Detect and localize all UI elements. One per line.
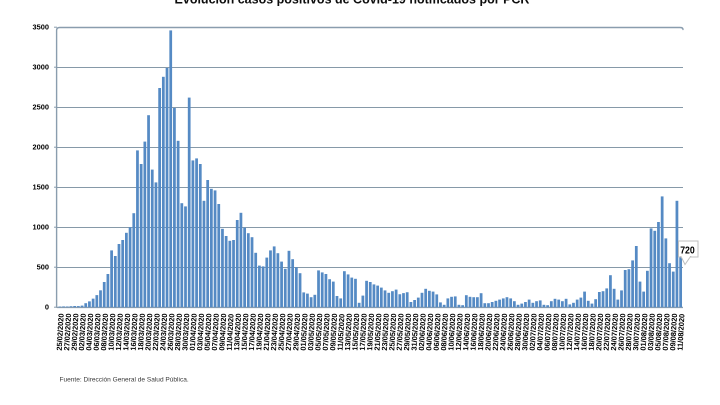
svg-text:2500: 2500 — [33, 103, 49, 112]
svg-text:27/04/2020: 27/04/2020 — [284, 313, 295, 351]
svg-text:16/07/2020: 16/07/2020 — [579, 313, 590, 351]
svg-text:05/08/2020: 05/08/2020 — [653, 313, 664, 351]
svg-text:23/05/2020: 23/05/2020 — [380, 313, 391, 351]
svg-text:01/05/2020: 01/05/2020 — [299, 313, 310, 351]
svg-text:24/07/2020: 24/07/2020 — [609, 313, 620, 351]
svg-text:0: 0 — [45, 303, 49, 312]
svg-text:01/08/2020: 01/08/2020 — [639, 313, 650, 351]
svg-text:28/03/2020: 28/03/2020 — [173, 313, 184, 351]
svg-text:18/03/2020: 18/03/2020 — [136, 313, 147, 351]
svg-text:27/02/2020: 27/02/2020 — [62, 313, 73, 351]
svg-text:29/05/2020: 29/05/2020 — [402, 313, 413, 351]
svg-text:02/03/2020: 02/03/2020 — [77, 313, 88, 351]
svg-text:19/04/2020: 19/04/2020 — [254, 313, 265, 351]
svg-text:20/07/2020: 20/07/2020 — [594, 313, 605, 351]
svg-text:03/04/2020: 03/04/2020 — [195, 313, 206, 351]
svg-text:27/05/2020: 27/05/2020 — [395, 313, 406, 351]
svg-text:09/08/2020: 09/08/2020 — [668, 313, 679, 351]
svg-text:26/07/2020: 26/07/2020 — [616, 313, 627, 351]
svg-text:29/04/2020: 29/04/2020 — [291, 313, 302, 351]
svg-text:29/02/2020: 29/02/2020 — [70, 313, 81, 351]
svg-text:Evolución casos positivos de C: Evolución casos positivos de Covid-19 no… — [175, 0, 530, 7]
svg-text:1500: 1500 — [33, 183, 49, 192]
svg-text:20/06/2020: 20/06/2020 — [483, 313, 494, 351]
svg-text:720: 720 — [680, 245, 695, 256]
svg-text:10/07/2020: 10/07/2020 — [557, 313, 568, 351]
svg-text:02/07/2020: 02/07/2020 — [528, 313, 539, 351]
svg-text:26/03/2020: 26/03/2020 — [166, 313, 177, 351]
svg-text:3000: 3000 — [33, 63, 49, 72]
svg-text:02/06/2020: 02/06/2020 — [417, 313, 428, 351]
svg-text:16/03/2020: 16/03/2020 — [129, 313, 140, 351]
svg-text:30/03/2020: 30/03/2020 — [180, 313, 191, 351]
svg-text:06/07/2020: 06/07/2020 — [542, 313, 553, 351]
svg-text:08/06/2020: 08/06/2020 — [439, 313, 450, 351]
svg-text:22/07/2020: 22/07/2020 — [602, 313, 613, 351]
svg-text:05/05/2020: 05/05/2020 — [313, 313, 324, 351]
svg-text:31/05/2020: 31/05/2020 — [409, 313, 420, 351]
svg-text:06/03/2020: 06/03/2020 — [92, 313, 103, 351]
svg-text:500: 500 — [37, 263, 49, 272]
svg-text:24/06/2020: 24/06/2020 — [498, 313, 509, 351]
svg-text:15/05/2020: 15/05/2020 — [350, 313, 361, 351]
svg-text:07/04/2020: 07/04/2020 — [210, 313, 221, 351]
svg-text:06/06/2020: 06/06/2020 — [432, 313, 443, 351]
svg-text:13/05/2020: 13/05/2020 — [343, 313, 354, 351]
svg-text:14/06/2020: 14/06/2020 — [461, 313, 472, 351]
svg-text:13/04/2020: 13/04/2020 — [232, 313, 243, 351]
svg-text:20/03/2020: 20/03/2020 — [143, 313, 154, 351]
svg-text:30/07/2020: 30/07/2020 — [631, 313, 642, 351]
svg-text:21/04/2020: 21/04/2020 — [262, 313, 273, 351]
svg-text:Fuente: Dirección General de S: Fuente: Dirección General de Salud Públi… — [60, 377, 189, 384]
svg-text:12/06/2020: 12/06/2020 — [454, 313, 465, 351]
svg-text:25/04/2020: 25/04/2020 — [276, 313, 287, 351]
svg-text:04/03/2020: 04/03/2020 — [84, 313, 95, 351]
svg-text:03/05/2020: 03/05/2020 — [306, 313, 317, 351]
svg-text:30/06/2020: 30/06/2020 — [520, 313, 531, 351]
svg-text:22/06/2020: 22/06/2020 — [491, 313, 502, 351]
svg-text:12/03/2020: 12/03/2020 — [114, 313, 125, 351]
svg-text:09/05/2020: 09/05/2020 — [328, 313, 339, 351]
svg-text:22/03/2020: 22/03/2020 — [151, 313, 162, 351]
svg-text:26/06/2020: 26/06/2020 — [506, 313, 517, 351]
svg-text:03/08/2020: 03/08/2020 — [646, 313, 657, 351]
svg-text:11/08/2020: 11/08/2020 — [675, 314, 686, 351]
svg-text:2000: 2000 — [33, 143, 49, 152]
svg-text:17/05/2020: 17/05/2020 — [358, 313, 369, 351]
svg-text:23/04/2020: 23/04/2020 — [269, 313, 280, 351]
svg-text:05/04/2020: 05/04/2020 — [203, 313, 214, 351]
svg-text:16/06/2020: 16/06/2020 — [469, 313, 480, 351]
svg-text:24/03/2020: 24/03/2020 — [158, 313, 169, 351]
svg-text:17/04/2020: 17/04/2020 — [247, 313, 258, 351]
svg-text:18/06/2020: 18/06/2020 — [476, 313, 487, 351]
svg-text:08/03/2020: 08/03/2020 — [99, 313, 110, 351]
svg-text:04/07/2020: 04/07/2020 — [535, 313, 546, 351]
svg-text:14/07/2020: 14/07/2020 — [572, 313, 583, 351]
svg-text:01/04/2020: 01/04/2020 — [188, 313, 199, 351]
svg-text:19/05/2020: 19/05/2020 — [365, 313, 376, 351]
svg-text:11/04/2020: 11/04/2020 — [225, 314, 236, 351]
svg-text:07/08/2020: 07/08/2020 — [661, 313, 672, 351]
svg-text:04/06/2020: 04/06/2020 — [424, 313, 435, 351]
svg-text:08/07/2020: 08/07/2020 — [550, 313, 561, 351]
svg-text:21/05/2020: 21/05/2020 — [373, 313, 384, 351]
svg-text:11/05/2020: 11/05/2020 — [336, 314, 347, 351]
svg-text:14/03/2020: 14/03/2020 — [121, 313, 132, 351]
svg-text:10/03/2020: 10/03/2020 — [106, 313, 117, 351]
svg-text:1000: 1000 — [33, 223, 49, 232]
svg-text:07/05/2020: 07/05/2020 — [321, 313, 332, 351]
svg-text:28/07/2020: 28/07/2020 — [624, 313, 635, 351]
svg-text:28/06/2020: 28/06/2020 — [513, 313, 524, 351]
svg-text:25/02/2020: 25/02/2020 — [55, 313, 66, 351]
svg-text:12/07/2020: 12/07/2020 — [565, 313, 576, 351]
svg-text:25/05/2020: 25/05/2020 — [387, 313, 398, 351]
svg-text:10/06/2020: 10/06/2020 — [446, 313, 457, 351]
svg-text:09/04/2020: 09/04/2020 — [217, 313, 228, 351]
svg-text:3500: 3500 — [33, 23, 49, 32]
svg-text:15/04/2020: 15/04/2020 — [239, 313, 250, 351]
svg-text:18/07/2020: 18/07/2020 — [587, 313, 598, 351]
